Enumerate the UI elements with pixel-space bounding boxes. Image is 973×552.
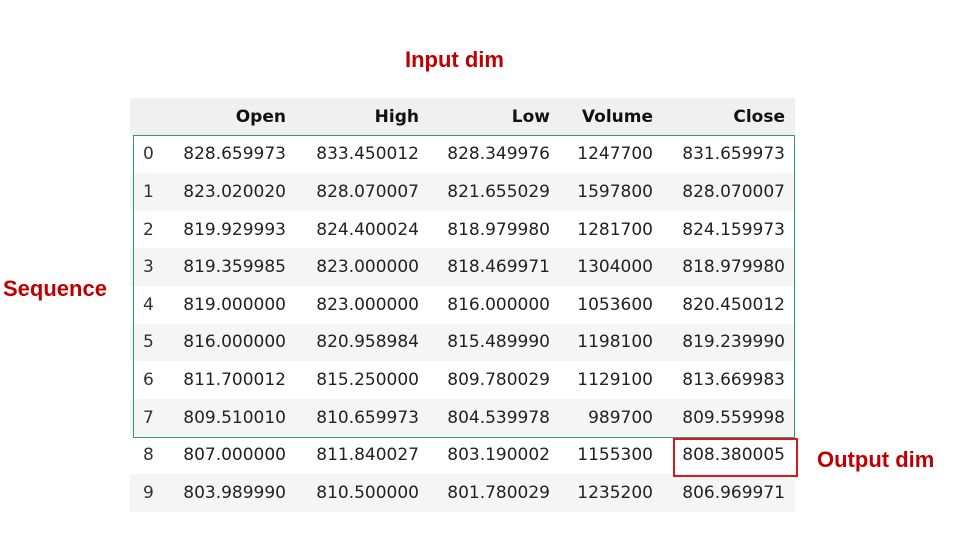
table-cell: 1247700 [577,144,653,165]
table-row: 0 828.659973 833.450012 828.349976 1247700 83… [130,136,795,174]
table-cell: 801.780029 [429,473,560,512]
row-index: 8 [143,445,154,466]
table-header-row: Open High Low Volume Close [130,98,795,136]
table-cell: 1053600 [577,294,653,315]
table-row: 3 819.359985 823.000000 818.469971 1304000 81… [130,248,795,286]
table-cell: 1235200 [560,473,663,512]
table-cell: 831.659973 [682,144,785,165]
table-cell: 809.559998 [663,398,795,437]
table-row: 1 823.020020 828.070007 821.655029 1597800 82… [130,173,795,211]
table-cell: 1281700 [577,219,653,240]
table-cell: 813.669983 [682,369,785,390]
table-cell: 819.000000 [183,294,286,315]
table-row: 5 816.000000 820.958984 815.489990 1198100 81… [130,323,795,362]
table-cell: 815.489990 [429,323,560,362]
row-index: 6 [143,369,154,390]
table-cell: 811.700012 [183,369,286,390]
table-cell: 804.539978 [429,398,560,437]
table-cell: 819.359985 [170,248,296,286]
dataframe-table: Open High Low Volume Close 0 828.659973 83… [130,98,795,512]
row-index: 3 [130,248,170,286]
table-cell: 806.969971 [663,473,795,512]
table-cell: 808.380005 [682,445,785,466]
table-cell: 818.979980 [663,248,795,286]
row-index: 0 [143,144,154,165]
table-row: 8 807.000000 811.840027 803.190002 1155300 80… [130,436,795,474]
table-cell: 815.250000 [316,369,419,390]
table-cell: 809.510010 [170,398,296,437]
table-cell: 803.989990 [170,473,296,512]
table-cell: 828.659973 [183,144,286,165]
table-cell: 820.958984 [296,323,429,362]
table-cell: 828.070007 [296,173,429,211]
table-cell: 1129100 [577,369,653,390]
column-header-close: Close [663,98,795,136]
table-cell: 816.000000 [447,294,550,315]
column-header-open: Open [170,98,296,136]
table-cell: 818.469971 [429,248,560,286]
table-cell: 810.659973 [296,398,429,437]
column-header-low: Low [429,98,560,136]
input-dim-label: Input dim [405,47,504,72]
table-cell: 1597800 [560,173,663,211]
table-cell: 1304000 [560,248,663,286]
row-index: 7 [130,398,170,437]
table-cell: 1198100 [560,323,663,362]
index-header [130,98,170,136]
table-row: 9 803.989990 810.500000 801.780029 1235200 80… [130,473,795,512]
table-cell: 811.840027 [316,445,419,466]
table-cell: 807.000000 [183,445,286,466]
row-index: 9 [130,473,170,512]
table-cell: 823.020020 [170,173,296,211]
output-dim-label: Output dim [817,447,935,472]
table-cell: 816.000000 [170,323,296,362]
column-header-high: High [296,98,429,136]
table-cell: 821.655029 [429,173,560,211]
row-index: 4 [143,294,154,315]
table-cell: 820.450012 [682,294,785,315]
table-cell: 824.159973 [682,219,785,240]
table-cell: 818.979980 [447,219,550,240]
table-cell: 810.500000 [296,473,429,512]
table-cell: 828.349976 [447,144,550,165]
row-index: 1 [130,173,170,211]
table-cell: 819.929993 [183,219,286,240]
table-row: 4 819.000000 823.000000 816.000000 1053600 82… [130,286,795,324]
table-cell: 819.239990 [663,323,795,362]
table-body: 0 828.659973 833.450012 828.349976 1247700 83… [130,136,795,512]
table-cell: 824.400024 [316,219,419,240]
table-cell: 833.450012 [316,144,419,165]
table-cell: 803.190002 [447,445,550,466]
column-header-volume: Volume [560,98,663,136]
table-row: 7 809.510010 810.659973 804.539978 989700 809… [130,398,795,437]
table-cell: 828.070007 [663,173,795,211]
table-cell: 823.000000 [296,248,429,286]
row-index: 2 [143,219,154,240]
row-index: 5 [130,323,170,362]
table-row: 2 819.929993 824.400024 818.979980 1281700 82… [130,211,795,249]
table-cell: 1155300 [577,445,653,466]
table-cell: 989700 [560,398,663,437]
table-cell: 809.780029 [447,369,550,390]
table-cell: 823.000000 [316,294,419,315]
table-row: 6 811.700012 815.250000 809.780029 1129100 81… [130,361,795,399]
sequence-label: Sequence [3,276,107,301]
